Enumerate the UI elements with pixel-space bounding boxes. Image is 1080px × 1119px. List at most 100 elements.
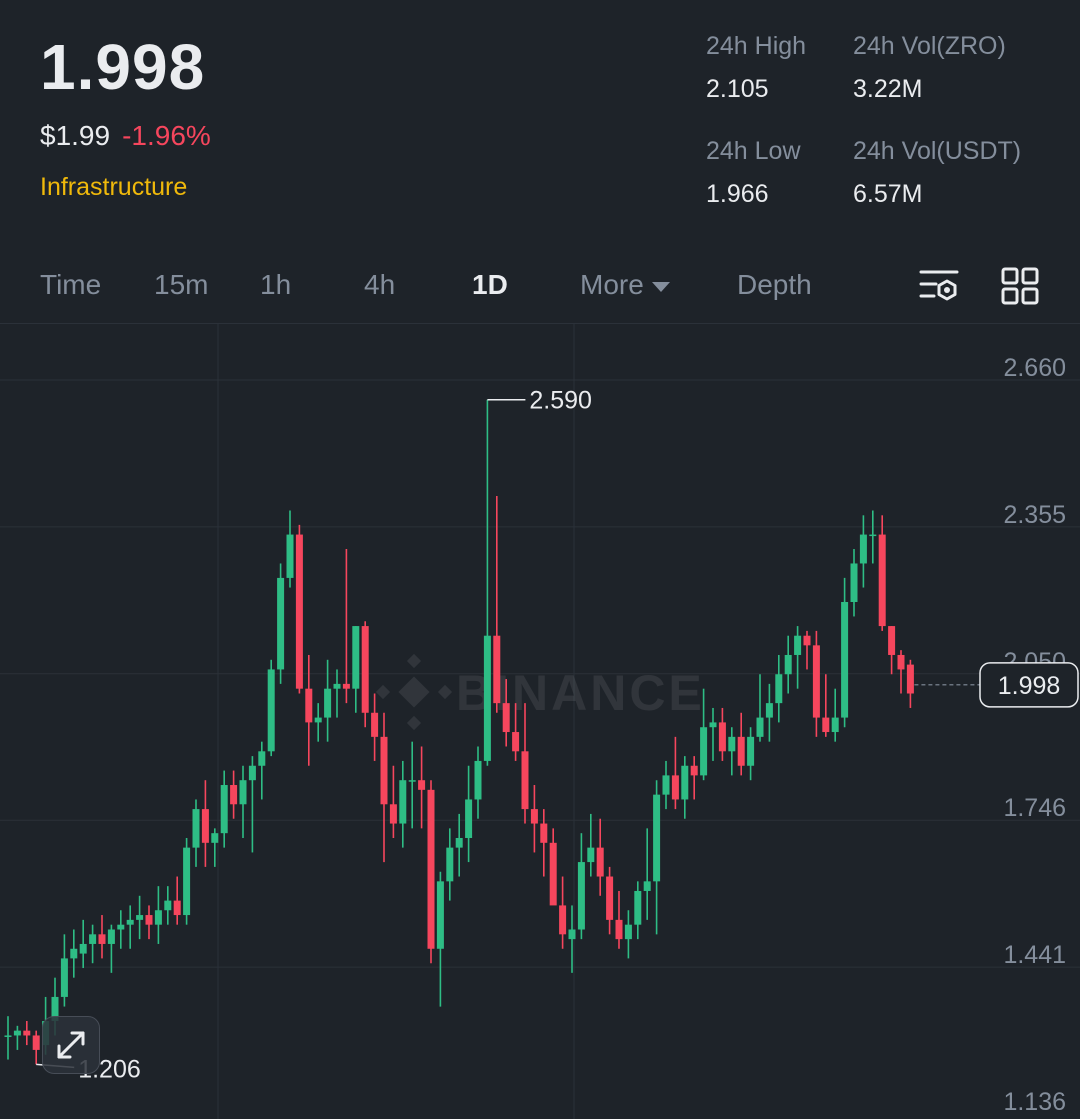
candle-body bbox=[51, 996, 59, 1022]
candle-body bbox=[4, 1035, 12, 1037]
candle-body bbox=[530, 809, 538, 824]
tab-4h[interactable]: 4h bbox=[364, 269, 396, 300]
candle-body bbox=[192, 809, 200, 848]
candle-body bbox=[709, 722, 717, 728]
candle-body bbox=[794, 635, 802, 655]
candle-body bbox=[126, 919, 134, 925]
candle-body bbox=[211, 833, 219, 843]
stat-24h-high: 24h High 2.105 bbox=[706, 32, 806, 104]
expand-chart-button[interactable] bbox=[42, 1016, 100, 1074]
tab-depth[interactable]: Depth bbox=[737, 269, 812, 300]
y-tick-label: 2.355 bbox=[1003, 501, 1066, 529]
candle-body bbox=[596, 847, 604, 877]
stat-value: 3.22M bbox=[853, 75, 923, 103]
candle-body bbox=[154, 910, 162, 925]
y-tick-label: 1.136 bbox=[1003, 1088, 1066, 1116]
candle-body bbox=[681, 765, 689, 800]
candle-body bbox=[671, 775, 679, 800]
candle-body bbox=[342, 683, 350, 689]
candle-body bbox=[145, 915, 153, 925]
candle-body bbox=[841, 601, 849, 718]
candle-body bbox=[164, 900, 172, 911]
tab-15m[interactable]: 15m bbox=[154, 269, 209, 300]
tab-1d[interactable]: 1D bbox=[472, 269, 508, 300]
candle-body bbox=[220, 785, 228, 834]
candle-body bbox=[446, 847, 454, 882]
tab-more[interactable]: More bbox=[580, 262, 670, 308]
candle-body bbox=[267, 669, 275, 752]
candle-body bbox=[173, 900, 181, 916]
candle-body bbox=[512, 732, 520, 752]
price-sub-line: $1.99 -1.96% bbox=[40, 120, 211, 152]
expand-icon bbox=[57, 1031, 85, 1059]
change-percent: -1.96% bbox=[122, 120, 211, 151]
candle-body bbox=[822, 717, 830, 733]
candle-body bbox=[136, 915, 144, 920]
stat-label: 24h Vol(USDT) bbox=[853, 137, 1022, 165]
candle-body bbox=[399, 780, 407, 824]
candle-body bbox=[906, 664, 914, 694]
tab-time[interactable]: Time bbox=[40, 269, 102, 300]
candle-body bbox=[662, 775, 670, 795]
candle-body bbox=[559, 905, 567, 935]
candle-body bbox=[455, 837, 463, 848]
candle-body bbox=[812, 645, 820, 718]
candle-body bbox=[653, 794, 661, 882]
layout-grid-icon[interactable] bbox=[1000, 266, 1040, 306]
candle-body bbox=[502, 703, 510, 733]
candle-body bbox=[690, 765, 698, 776]
candle-body bbox=[878, 534, 886, 627]
candle-body bbox=[258, 751, 266, 766]
candle-body bbox=[32, 1035, 40, 1050]
candle-body bbox=[756, 717, 764, 737]
candle-body bbox=[483, 635, 491, 761]
candle-body bbox=[700, 727, 708, 776]
category-tag[interactable]: Infrastructure bbox=[40, 173, 188, 201]
y-tick-label: 1.746 bbox=[1003, 794, 1066, 822]
candle-body bbox=[587, 847, 595, 863]
candle-body bbox=[549, 842, 557, 906]
stat-24h-low: 24h Low 1.966 bbox=[706, 137, 801, 209]
candle-body bbox=[728, 736, 736, 752]
current-price-box bbox=[979, 662, 1079, 708]
candle-body bbox=[624, 924, 632, 940]
candle-body bbox=[888, 626, 896, 655]
interval-tabs: Time 15m 1h 4h 1D More Depth bbox=[0, 262, 1080, 308]
candle-body bbox=[13, 1030, 21, 1036]
candle-body bbox=[98, 934, 106, 944]
tab-1h[interactable]: 1h bbox=[260, 269, 292, 300]
candle-body bbox=[389, 804, 397, 824]
y-tick-label: 2.660 bbox=[1003, 354, 1066, 382]
stat-value: 2.105 bbox=[706, 75, 769, 103]
current-price-label: 1.998 bbox=[998, 672, 1061, 700]
ticker-header: 1.998 $1.99 -1.96% Infrastructure 24h Hig… bbox=[0, 0, 1080, 240]
candles bbox=[4, 399, 914, 1065]
indicator-settings-icon[interactable] bbox=[918, 266, 960, 306]
candle-body bbox=[897, 654, 905, 670]
candle-body bbox=[333, 683, 341, 689]
candle-body bbox=[859, 534, 867, 564]
stat-label: 24h High bbox=[706, 32, 807, 60]
candle-body bbox=[474, 760, 482, 800]
candle-body bbox=[643, 881, 651, 891]
candle-body bbox=[436, 881, 444, 949]
candle-body bbox=[869, 534, 877, 537]
candle-body bbox=[775, 674, 783, 704]
candle-body bbox=[314, 717, 322, 723]
candle-body bbox=[70, 948, 78, 959]
fiat-price: $1.99 bbox=[40, 120, 111, 151]
candle-body bbox=[747, 736, 755, 766]
candle-body bbox=[295, 534, 303, 689]
candle-body bbox=[79, 943, 87, 954]
candle-body bbox=[634, 890, 642, 925]
caret-down-icon bbox=[651, 281, 670, 292]
candle-body bbox=[248, 765, 256, 781]
candle-body bbox=[305, 688, 313, 723]
candle-body bbox=[577, 862, 585, 930]
candle-body bbox=[465, 799, 473, 838]
candle-body bbox=[286, 534, 294, 578]
candle-body bbox=[850, 563, 858, 602]
y-tick-label: 1.441 bbox=[1003, 941, 1066, 969]
candle-body bbox=[107, 929, 115, 944]
